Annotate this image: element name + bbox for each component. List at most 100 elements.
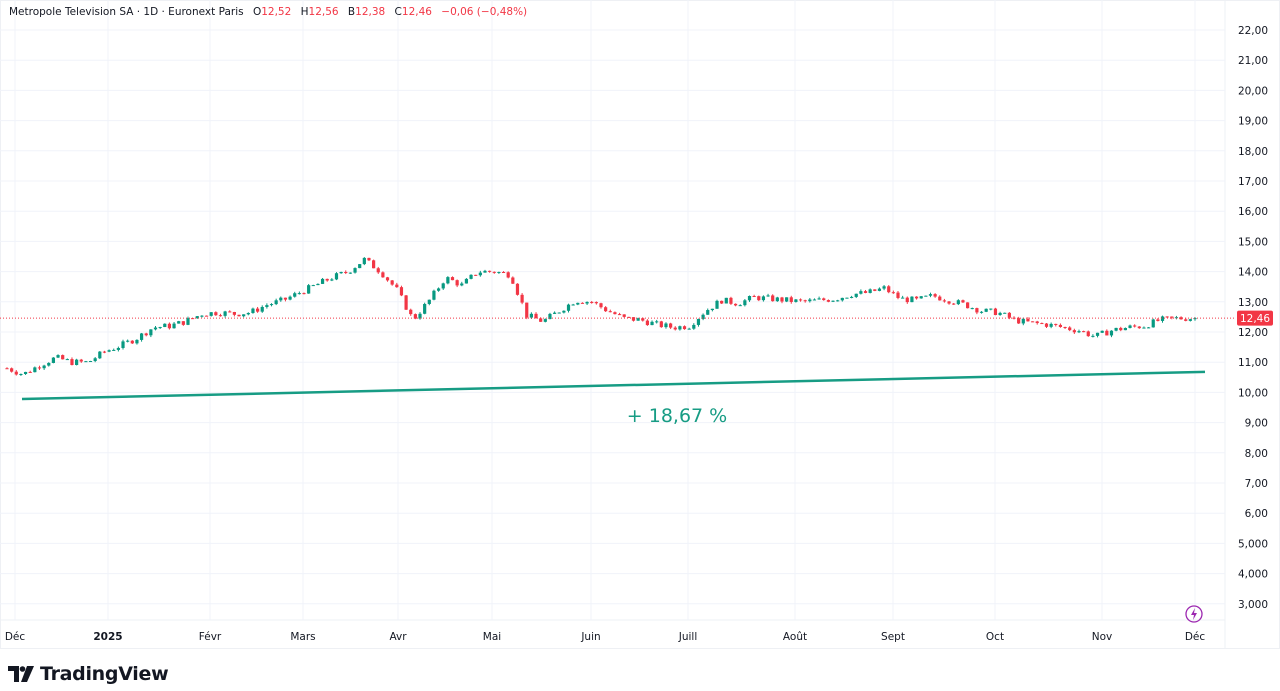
candle-body (1068, 327, 1072, 331)
candle-body (1114, 327, 1118, 331)
candle-body (576, 302, 580, 305)
x-tick-label: Mars (290, 631, 315, 643)
candle-body (469, 274, 473, 279)
candle-body (102, 351, 107, 353)
candle-body (1044, 323, 1049, 327)
candle-body (891, 292, 895, 294)
candle-body (678, 326, 682, 330)
y-tick-label: 16,00 (1238, 206, 1268, 218)
candle-body (961, 300, 965, 303)
candle-body (93, 358, 97, 362)
candle-body (423, 303, 427, 314)
candle-body (1054, 323, 1058, 325)
candle-body (868, 289, 872, 293)
candle-body (520, 294, 524, 303)
candle-body (859, 291, 863, 294)
candle-body (729, 297, 733, 304)
candle-body (919, 296, 923, 299)
candle-body (260, 306, 264, 312)
candle-body (887, 286, 891, 293)
x-tick-label: Août (783, 631, 807, 643)
high-value: 12,56 (308, 6, 339, 18)
candle-body (747, 296, 752, 301)
chart-frame (0, 0, 1280, 649)
price-chart[interactable]: 22,00 21,00 20,00 19,00 18,00 17,00 16,00 15,00… (0, 0, 1280, 660)
candle-body (979, 311, 984, 313)
candle-body (1160, 316, 1165, 321)
candle-body (344, 271, 348, 274)
candle-body (1003, 312, 1007, 314)
candle-body (47, 362, 51, 366)
x-tick-label: 2025 (93, 631, 122, 643)
candle-body (450, 277, 455, 281)
candle-body (460, 283, 464, 286)
candle-body (849, 296, 854, 298)
candle-body (153, 327, 158, 330)
y-tick-label: 18,00 (1238, 146, 1268, 158)
candle-body (543, 319, 547, 322)
candle-body (557, 312, 561, 314)
tradingview-logo-icon (8, 666, 34, 682)
candle-body (186, 318, 190, 325)
y-tick-label: 6,00 (1245, 508, 1268, 520)
candle-body (23, 371, 28, 375)
candle-body (1165, 316, 1169, 318)
candle-body (409, 309, 413, 315)
candle-body (395, 284, 399, 288)
candle-body (158, 327, 162, 329)
candle-body (1184, 319, 1188, 321)
candle-body (901, 297, 905, 299)
candle-body (116, 347, 120, 350)
candle-body (636, 318, 640, 321)
candle-body (590, 301, 594, 303)
candle-body (181, 321, 185, 325)
x-tick-label: Sept (881, 631, 905, 643)
candle-body (933, 294, 937, 297)
tradingview-logo[interactable]: TradingView (8, 663, 169, 685)
candle-body (845, 297, 849, 299)
candle-body (873, 289, 877, 291)
candle-body (738, 305, 742, 307)
candle-body (61, 355, 65, 360)
candle-body (539, 318, 543, 322)
lightning-icon[interactable] (1185, 605, 1203, 623)
candle-body (580, 302, 585, 304)
y-tick-label: 5,000 (1238, 538, 1268, 550)
candle-body (617, 314, 622, 316)
y-tick-label: 22,00 (1238, 25, 1268, 37)
candle-body (316, 283, 320, 286)
candle-body (594, 302, 598, 304)
candle-body (399, 287, 404, 296)
candle-body (1179, 317, 1183, 320)
candle-body (1137, 326, 1141, 329)
candle-body (390, 280, 394, 285)
candle-body (993, 308, 998, 316)
candle-body (966, 302, 970, 309)
trend-line (21, 370, 1206, 401)
candle-body (446, 277, 450, 284)
candle-body (5, 368, 9, 370)
x-tick-label: Févr (199, 631, 222, 643)
candle-body (785, 297, 789, 302)
candle-body (771, 295, 775, 302)
candle-body (251, 308, 255, 313)
candle-body (413, 314, 417, 319)
last-price-label: 12,46 (1240, 313, 1270, 325)
candle-body (743, 300, 747, 306)
y-tick-label: 9,00 (1245, 418, 1268, 430)
candle-body (1123, 327, 1127, 331)
candle-body (1082, 331, 1086, 333)
candle-body (724, 297, 728, 304)
candle-body (237, 314, 241, 317)
candle-body (645, 320, 650, 326)
candle-body (464, 278, 469, 284)
candle-body (339, 271, 343, 274)
candle-body (135, 339, 139, 344)
candle-body (232, 312, 236, 315)
candle-body (669, 323, 673, 328)
candle-body (1058, 324, 1063, 328)
y-tick-label: 17,00 (1238, 176, 1268, 188)
candle-body (177, 321, 181, 324)
candle-body (172, 323, 176, 329)
candle-body (1100, 330, 1104, 333)
